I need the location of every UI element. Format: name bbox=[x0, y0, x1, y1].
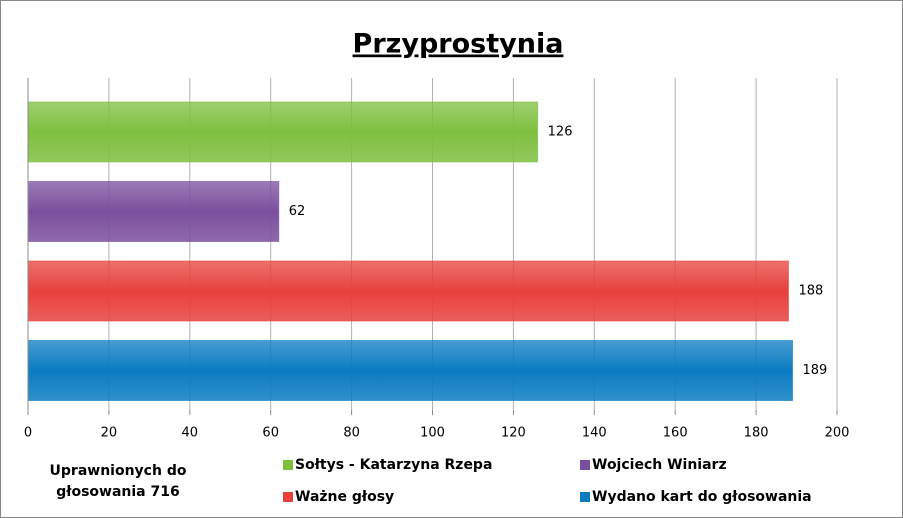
legend-label: Wydano kart do głosowania bbox=[592, 489, 812, 505]
legend-swatch bbox=[580, 460, 590, 470]
bar bbox=[27, 101, 539, 163]
x-tick-label: 120 bbox=[501, 426, 526, 441]
x-tick-label: 20 bbox=[101, 426, 118, 441]
legend-label: Ważne głosy bbox=[295, 489, 394, 505]
legend-label: Sołtys - Katarzyna Rzepa bbox=[295, 457, 492, 473]
x-tick-label: 40 bbox=[182, 426, 199, 441]
legend-swatch bbox=[283, 460, 293, 470]
legend-label: Wojciech Winiarz bbox=[592, 457, 727, 473]
x-tick-label: 160 bbox=[663, 426, 688, 441]
bar bbox=[27, 340, 794, 401]
data-label: 62 bbox=[289, 204, 306, 219]
annotation: Uprawnionych do bbox=[50, 463, 187, 479]
x-tick-label: 100 bbox=[420, 426, 445, 441]
legend-swatch bbox=[580, 492, 590, 502]
x-tick-label: 180 bbox=[744, 426, 769, 441]
bar bbox=[27, 260, 789, 322]
data-label: 126 bbox=[548, 125, 573, 140]
bar bbox=[27, 181, 280, 242]
x-tick-label: 0 bbox=[24, 426, 32, 441]
x-tick-label: 200 bbox=[825, 426, 850, 441]
data-label: 188 bbox=[798, 284, 823, 299]
chart-title: Przyprostynia bbox=[353, 29, 564, 60]
x-tick-label: 60 bbox=[262, 426, 279, 441]
x-tick-label: 80 bbox=[343, 426, 360, 441]
legend-swatch bbox=[283, 492, 293, 502]
annotation: głosowania 716 bbox=[56, 484, 179, 500]
x-tick-label: 140 bbox=[582, 426, 607, 441]
data-label: 189 bbox=[803, 363, 828, 378]
